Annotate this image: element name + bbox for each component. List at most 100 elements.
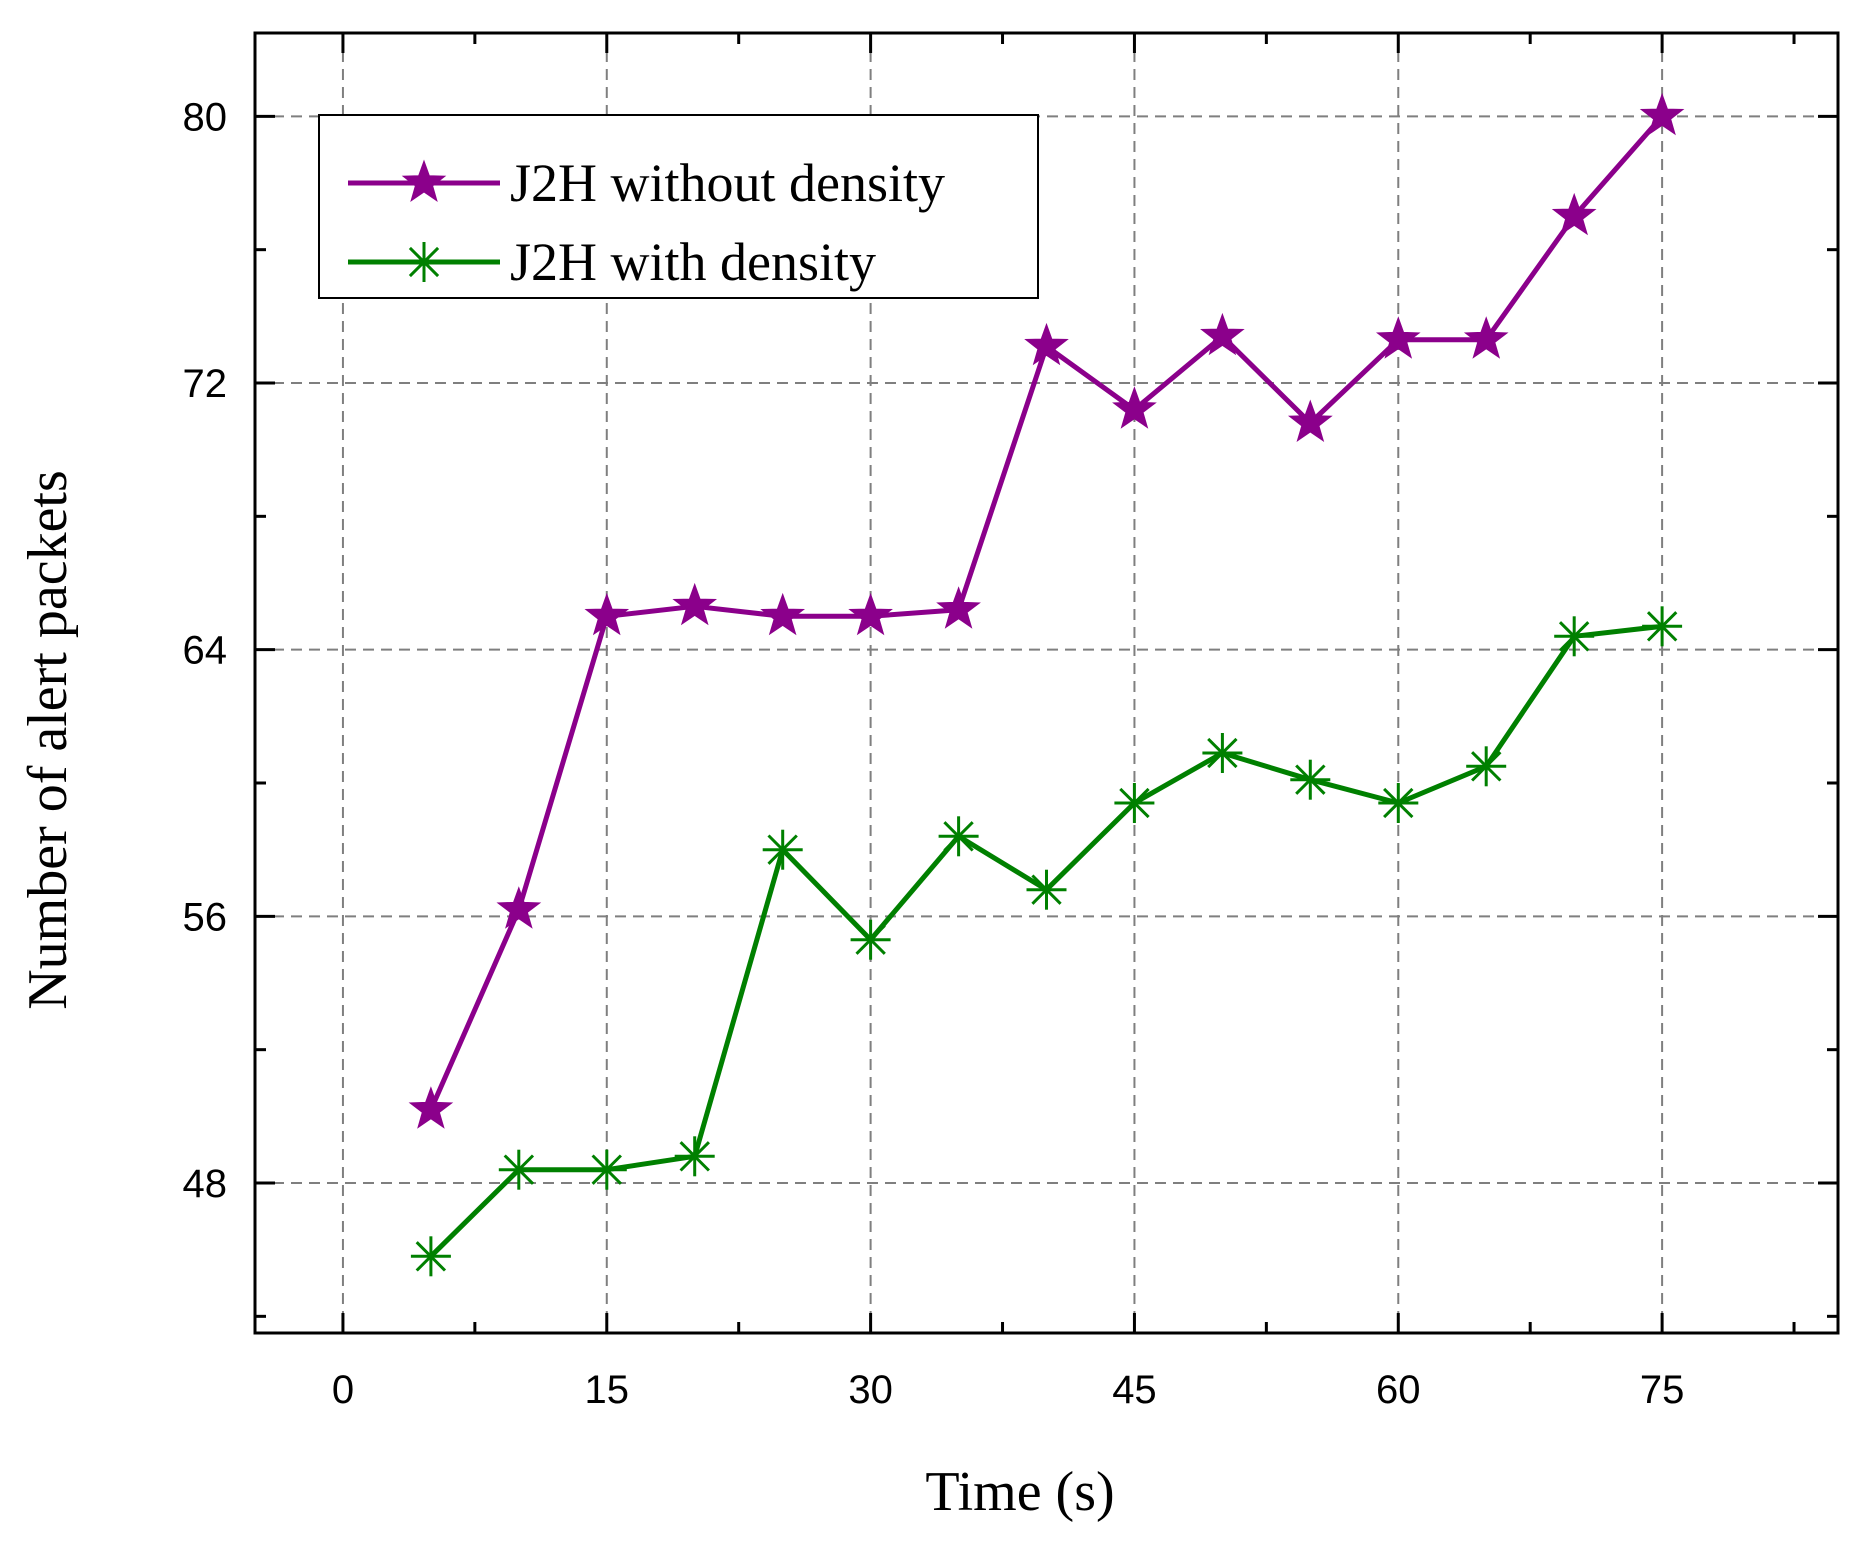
asterisk-stroke	[1383, 787, 1414, 819]
data-point	[1287, 399, 1333, 443]
data-point	[938, 816, 979, 857]
x-axis-title: Time (s)	[925, 1461, 1114, 1523]
asterisk-stroke	[1558, 621, 1590, 652]
asterisk-marker	[762, 829, 803, 870]
star-marker	[672, 582, 718, 626]
y-axis-title: Number of alert packets	[17, 470, 79, 1010]
asterisk-stroke	[415, 1241, 447, 1272]
series-j2h-with-density	[410, 606, 1683, 1277]
data-point	[1554, 616, 1595, 657]
asterisk-marker	[674, 1136, 715, 1177]
asterisk-marker	[404, 242, 444, 282]
data-point	[586, 1149, 627, 1190]
asterisk-stroke	[1295, 764, 1326, 795]
y-tick-label: 48	[183, 1162, 228, 1206]
asterisk-stroke	[1471, 751, 1502, 782]
star-marker	[401, 159, 447, 202]
legend-marker-asterisk-icon	[404, 242, 444, 282]
data-point	[1463, 316, 1509, 359]
data-point	[1114, 783, 1155, 823]
legend-label: J2H with density	[510, 232, 876, 292]
data-point	[1378, 783, 1419, 823]
asterisk-marker	[410, 1236, 451, 1277]
data-point	[1466, 746, 1507, 787]
star-marker	[1463, 316, 1509, 359]
series-j2h-without-density	[408, 92, 1685, 1129]
asterisk-stroke	[943, 821, 974, 852]
asterisk-stroke	[855, 924, 886, 955]
data-point	[410, 1236, 451, 1277]
asterisk-marker	[1114, 783, 1155, 823]
x-tick-labels: 0 15 30 45 60 75	[332, 1368, 1685, 1412]
data-point	[584, 592, 630, 636]
asterisk-marker	[1290, 759, 1331, 800]
legend-box	[318, 114, 1039, 299]
asterisk-stroke	[1207, 737, 1238, 769]
star-marker	[1375, 316, 1421, 359]
asterisk-marker	[1642, 606, 1683, 647]
asterisk-stroke	[1119, 787, 1150, 819]
data-point	[1375, 316, 1421, 359]
star-marker	[760, 592, 806, 636]
axis-ticks	[255, 33, 1838, 1333]
legend-entry-j2h-without-density: J2H without density	[348, 153, 945, 213]
star-marker	[1551, 192, 1597, 236]
y-tick-label: 56	[183, 895, 228, 939]
data-point	[760, 592, 806, 636]
asterisk-marker	[1202, 733, 1243, 773]
asterisk-marker	[1026, 869, 1067, 910]
y-tick-label: 80	[183, 95, 228, 139]
data-point	[1026, 869, 1067, 910]
star-marker	[496, 886, 542, 929]
x-tick-label: 30	[848, 1368, 893, 1412]
data-point	[1551, 192, 1597, 236]
asterisk-marker	[1378, 783, 1419, 823]
asterisk-marker	[1466, 746, 1507, 787]
data-point	[498, 1149, 539, 1190]
asterisk-marker	[1554, 616, 1595, 657]
x-tick-label: 0	[332, 1368, 354, 1412]
x-tick-label: 60	[1376, 1368, 1421, 1412]
data-point	[408, 1086, 454, 1129]
x-tick-label: 75	[1640, 1368, 1685, 1412]
data-point	[1200, 312, 1245, 356]
star-marker	[408, 1086, 454, 1129]
data-point	[1202, 733, 1243, 773]
asterisk-stroke	[408, 246, 440, 278]
x-tick-label: 45	[1112, 1368, 1157, 1412]
asterisk-stroke	[767, 834, 798, 865]
data-point	[1639, 92, 1685, 136]
star-marker	[1024, 322, 1069, 366]
asterisk-stroke	[503, 1154, 535, 1185]
asterisk-marker	[938, 816, 979, 857]
legend-label: J2H without density	[510, 153, 945, 213]
y-tick-label: 64	[183, 629, 228, 673]
plot-frame	[253, 31, 1840, 1335]
data-point	[672, 582, 718, 626]
star-marker	[1287, 399, 1333, 443]
data-point	[1642, 606, 1683, 647]
data-point	[1112, 386, 1157, 429]
asterisk-marker	[850, 919, 891, 960]
data-point	[850, 919, 891, 960]
asterisk-stroke	[1646, 611, 1678, 642]
x-tick-label: 15	[585, 1368, 630, 1412]
asterisk-stroke	[679, 1141, 710, 1172]
legend-marker-star-icon	[401, 159, 447, 202]
data-point	[674, 1136, 715, 1177]
asterisk-stroke	[591, 1154, 622, 1185]
star-marker	[1112, 386, 1157, 429]
star-marker	[584, 592, 630, 636]
asterisk-stroke	[1031, 874, 1062, 905]
data-point	[848, 592, 893, 636]
y-tick-labels: 48 56 64 72 80	[183, 95, 228, 1206]
data-point	[1024, 322, 1069, 366]
data-point	[936, 586, 981, 629]
data-point	[496, 886, 542, 929]
star-marker	[936, 586, 981, 629]
y-tick-label: 72	[183, 362, 228, 406]
data-point	[762, 829, 803, 870]
star-marker	[1639, 92, 1685, 136]
star-marker	[848, 592, 893, 636]
